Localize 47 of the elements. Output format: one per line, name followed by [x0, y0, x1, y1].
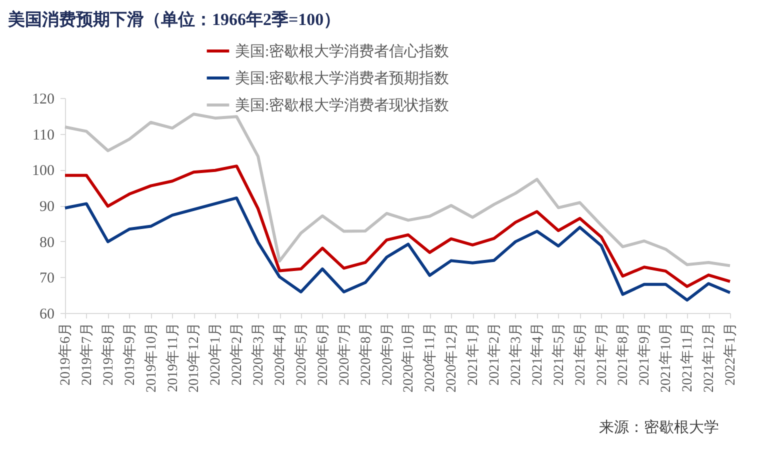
- x-tick-label: 2020年10月: [400, 322, 417, 392]
- y-tick-label: 90: [40, 199, 54, 215]
- x-tick-label: 2019年7月: [78, 322, 95, 386]
- y-tick-label: 70: [40, 270, 54, 287]
- x-tick-label: 2021年2月: [486, 322, 503, 386]
- source-note: 来源：密歇根大学: [599, 418, 719, 437]
- x-tick-label: 2021年1月: [465, 322, 482, 386]
- x-tick-label: 2021年9月: [636, 322, 653, 386]
- x-tick-label: 2020年8月: [358, 322, 374, 386]
- x-tick-label: 2020年12月: [444, 322, 460, 392]
- x-tick-label: 2021年8月: [615, 322, 632, 386]
- x-tick-label: 2020年1月: [208, 322, 224, 386]
- x-tick-label: 2021年3月: [508, 322, 524, 386]
- x-tick-label: 2019年6月: [58, 322, 74, 386]
- y-tick-label: 110: [32, 127, 54, 144]
- legend-label: 美国:密歇根大学消费者信心指数: [235, 43, 450, 60]
- x-tick-label: 2021年10月: [658, 322, 674, 392]
- x-tick-label: 2021年6月: [572, 322, 588, 386]
- x-tick-label: 2020年2月: [229, 322, 246, 386]
- x-tick-label: 2019年12月: [186, 322, 202, 392]
- x-tick-label: 2020年11月: [422, 322, 438, 392]
- x-tick-label: 2019年9月: [122, 322, 138, 386]
- x-tick-label: 2021年7月: [594, 322, 610, 386]
- x-tick-label: 2019年11月: [164, 322, 181, 392]
- y-tick-label: 120: [32, 92, 54, 108]
- y-tick-label: 100: [32, 163, 54, 180]
- x-tick-label: 2019年8月: [100, 322, 116, 386]
- x-tick-label: 2021年5月: [550, 322, 567, 386]
- y-tick-label: 60: [40, 306, 54, 322]
- x-tick-label: 2020年5月: [293, 322, 310, 386]
- x-tick-label: 2020年4月: [272, 322, 288, 386]
- x-tick-label: 2020年6月: [314, 322, 331, 386]
- x-tick-label: 2019年10月: [143, 322, 160, 392]
- x-tick-label: 2021年4月: [529, 322, 546, 386]
- x-tick-label: 2021年11月: [680, 322, 696, 392]
- x-tick-label: 2020年9月: [379, 322, 396, 386]
- y-tick-label: 80: [40, 234, 54, 251]
- line-series: [64, 164, 732, 288]
- x-tick-label: 2021年12月: [701, 322, 718, 392]
- line-series: [64, 112, 732, 268]
- x-tick-label: 2020年7月: [336, 322, 352, 386]
- x-tick-label: 2022年1月: [722, 322, 738, 386]
- x-tick-label: 2020年3月: [250, 322, 267, 386]
- legend-label: 美国:密歇根大学消费者现状指数: [235, 97, 450, 114]
- chart-title: 美国消费预期下滑（单位：1966年2季=100）: [8, 9, 341, 31]
- legend-label: 美国:密歇根大学消费者预期指数: [235, 70, 450, 87]
- line-series: [64, 196, 732, 302]
